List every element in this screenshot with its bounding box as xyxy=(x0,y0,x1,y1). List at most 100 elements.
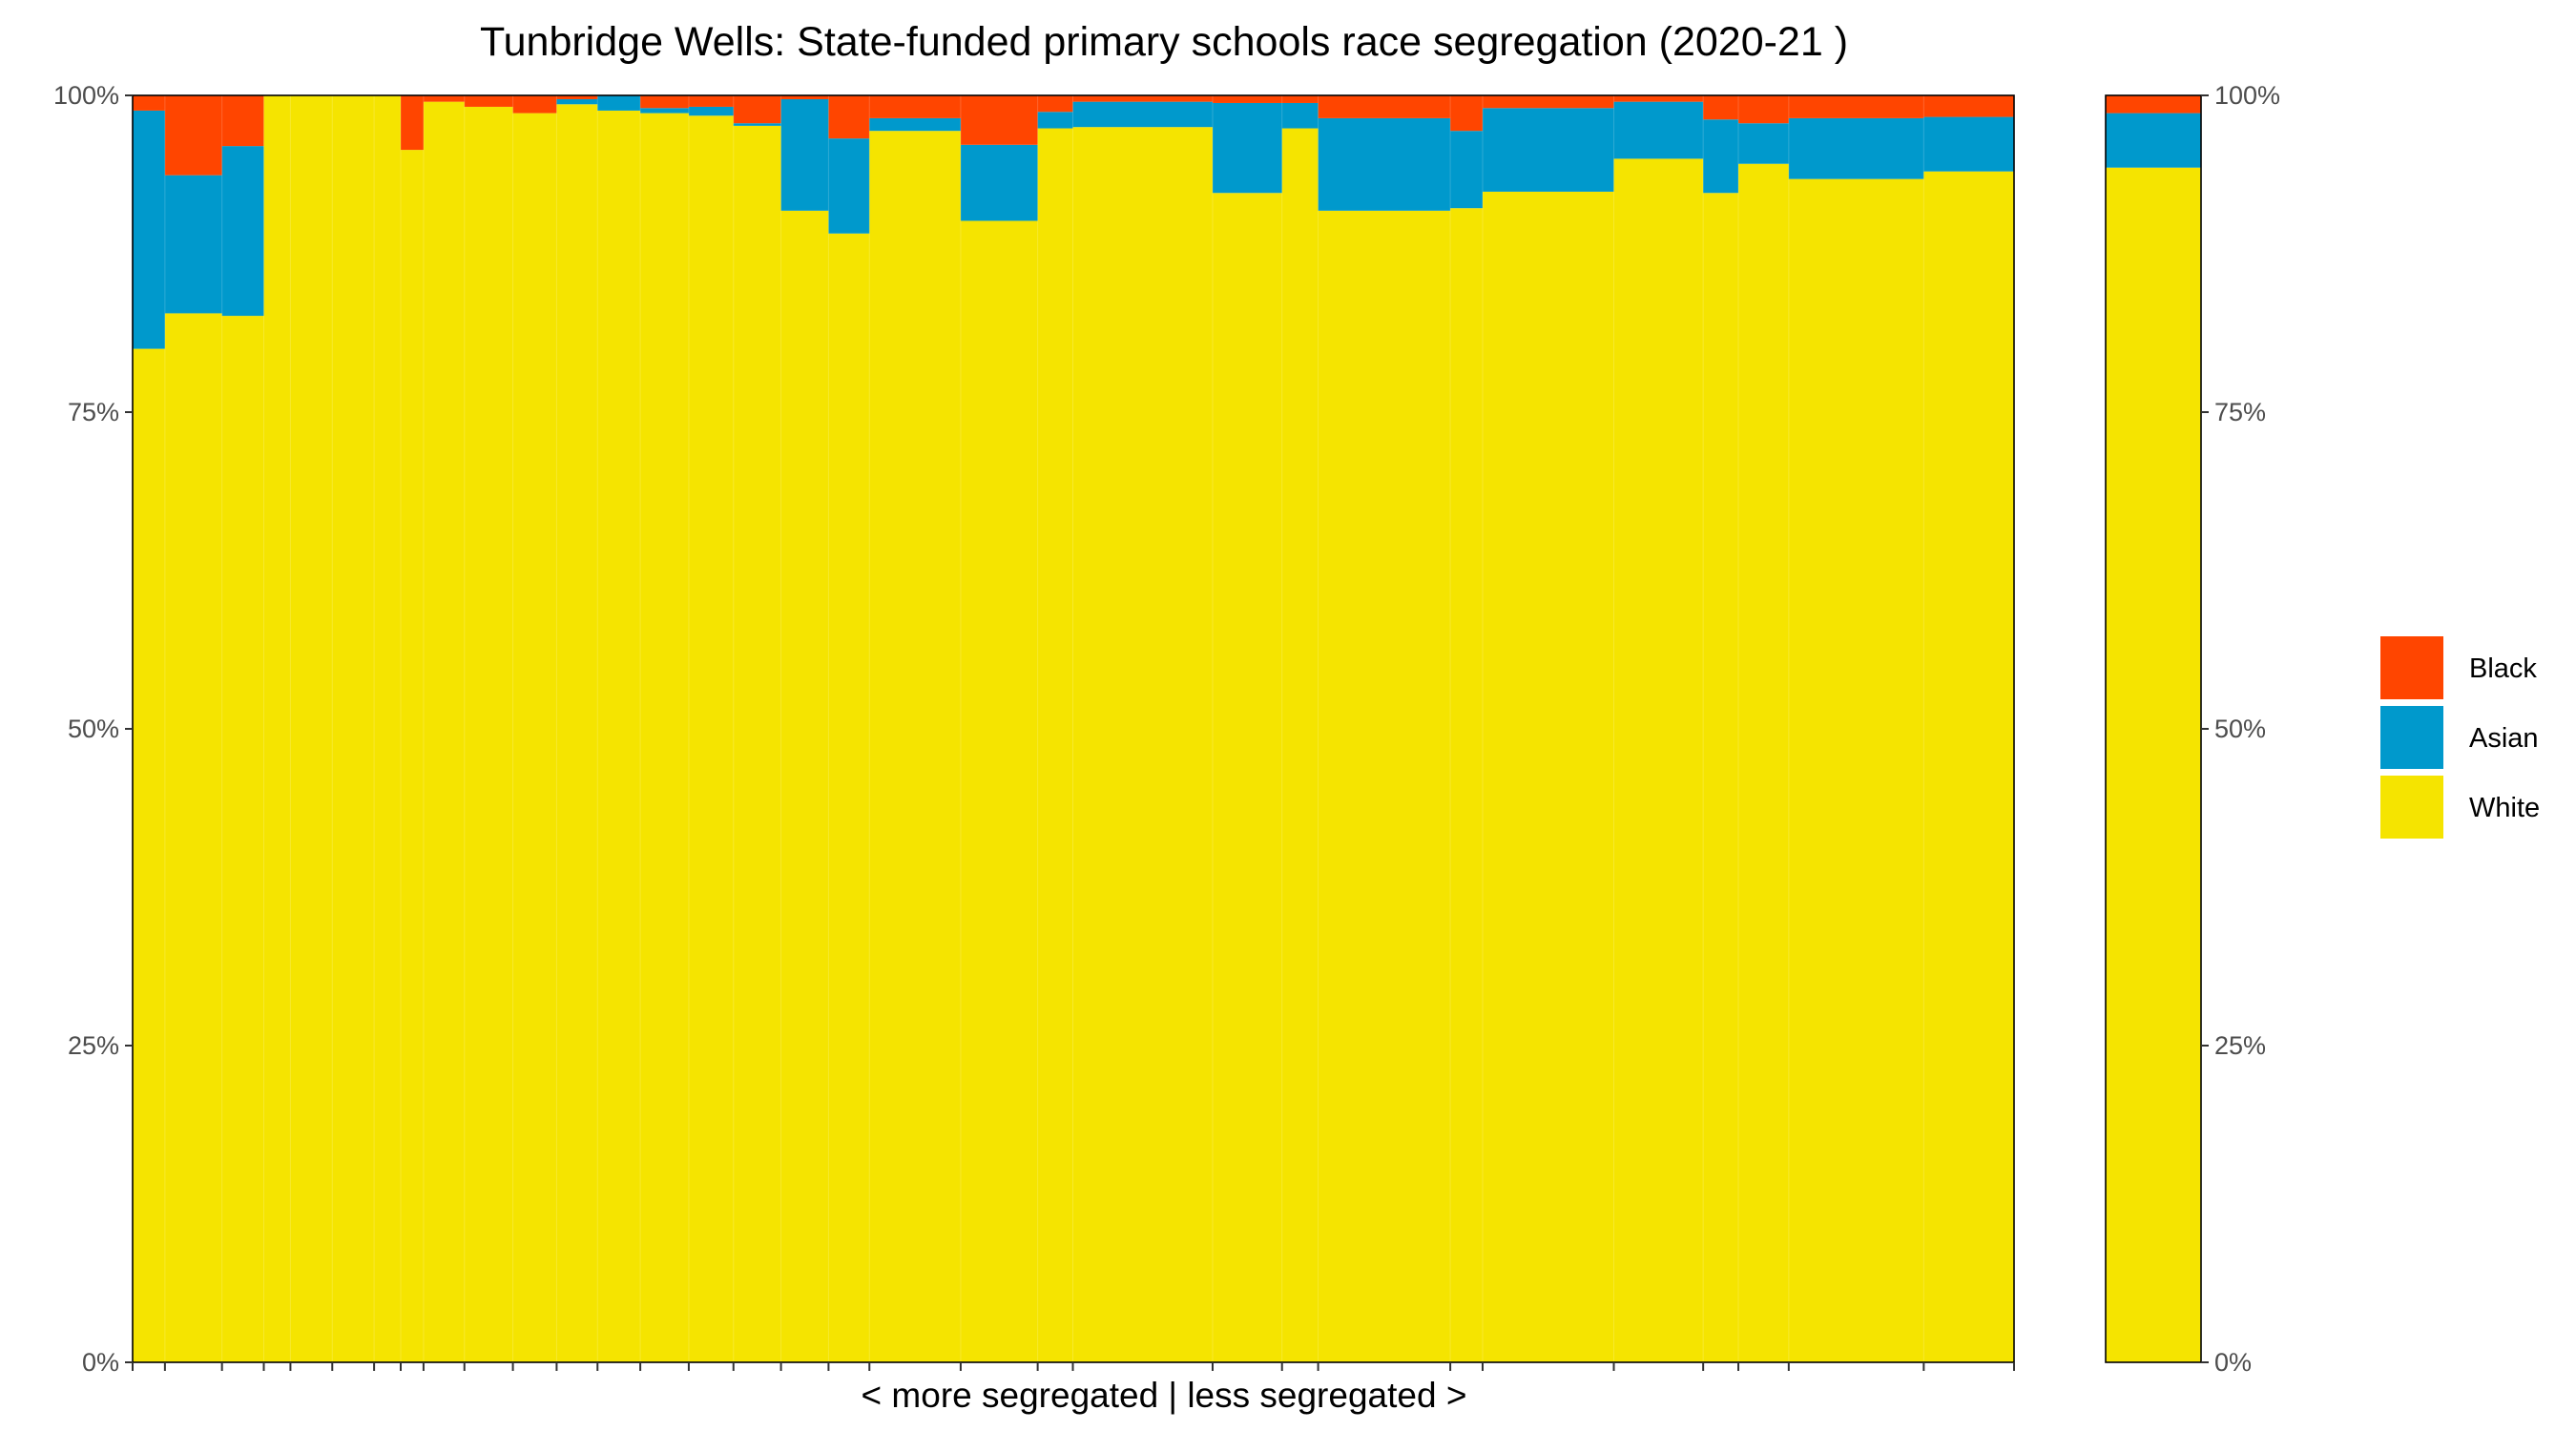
bar-segment-white-school-29 xyxy=(1703,193,1739,1363)
legend-key-white xyxy=(2380,776,2443,839)
bar-segment-black-school-23 xyxy=(1212,95,1283,103)
bar-segment-black-school-8 xyxy=(401,95,425,151)
bar-segment-black-school-14 xyxy=(640,95,690,109)
bar-segment-white-school-28 xyxy=(1613,158,1704,1362)
y-axis-left: 0% 25% 50% 75% 100% xyxy=(53,81,133,1377)
bar-segment-black-school-22 xyxy=(1072,95,1214,102)
bar-segment-black-school-16 xyxy=(733,95,781,124)
bar-segment-white-school-4 xyxy=(263,95,291,1362)
legend-label-white: White xyxy=(2469,793,2540,823)
bar-segment-white-school-11 xyxy=(512,113,557,1362)
bar-segment-asian-school-21 xyxy=(1037,112,1073,129)
bar-segment-asian-school-14 xyxy=(640,108,690,114)
bar-segment-black-school-3 xyxy=(221,95,264,147)
y-tick-label-right: 0% xyxy=(2214,1348,2252,1377)
bar-segment-white-school-21 xyxy=(1037,128,1073,1363)
total-bar xyxy=(2106,95,2201,1362)
bar-segment-asian-school-25 xyxy=(1318,117,1451,211)
y-tick-label-left: 75% xyxy=(68,398,119,426)
bar-segment-asian-school-3 xyxy=(221,146,264,317)
bar-segment-white-school-17 xyxy=(780,210,829,1362)
y-tick-label-right: 25% xyxy=(2214,1031,2266,1060)
bar-segment-white-school-24 xyxy=(1281,128,1319,1363)
bar-segment-white-school-19 xyxy=(869,131,962,1363)
bar-segment-asian-school-22 xyxy=(1072,101,1214,128)
legend-label-asian: Asian xyxy=(2469,723,2539,754)
bar-segment-black-school-17 xyxy=(780,95,829,99)
bar-segment-asian-school-30 xyxy=(1738,123,1790,164)
bar-segment-asian-school-27 xyxy=(1482,108,1614,192)
bar-segment-black-school-24 xyxy=(1281,95,1319,103)
bar-segment-black-school-15 xyxy=(688,95,735,107)
bar-segment-black-school-9 xyxy=(423,95,466,102)
y-axis-right: 0% 25% 50% 75% 100% xyxy=(2201,81,2280,1377)
y-tick-label-left: 50% xyxy=(68,715,119,743)
x-axis-label: < more segregated | less segregated > xyxy=(862,1376,1467,1415)
bar-segment-black-school-10 xyxy=(464,95,513,107)
bar-segment-white-school-14 xyxy=(640,113,690,1362)
bar-segment-white-school-3 xyxy=(221,316,264,1362)
bar-segment-white-school-8 xyxy=(401,150,425,1362)
bar-segment-asian-school-32 xyxy=(1923,116,2015,172)
x-axis-ticks xyxy=(132,1362,2015,1371)
bar-segment-asian-school-19 xyxy=(869,117,962,132)
bar-segment-white-school-1 xyxy=(133,348,166,1363)
bar-segment-black-school-28 xyxy=(1613,95,1704,102)
bar-segment-white-school-20 xyxy=(960,220,1039,1362)
bar-segment-asian-school-13 xyxy=(597,95,641,111)
bar-segment-white-school-30 xyxy=(1738,163,1790,1362)
total-segment-white xyxy=(2106,167,2201,1362)
school-bars xyxy=(133,95,2015,1363)
bar-segment-black-school-11 xyxy=(512,95,557,114)
bar-segment-asian-school-18 xyxy=(828,138,870,234)
bar-segment-black-school-1 xyxy=(133,95,166,111)
bar-segment-white-school-26 xyxy=(1450,208,1484,1362)
legend-key-asian xyxy=(2380,706,2443,769)
bar-segment-asian-school-2 xyxy=(164,175,223,314)
bar-segment-asian-school-20 xyxy=(960,144,1039,221)
bar-segment-black-school-30 xyxy=(1738,95,1790,124)
bar-segment-white-school-7 xyxy=(374,95,402,1362)
bar-segment-black-school-31 xyxy=(1788,95,1924,118)
bar-segment-asian-school-15 xyxy=(688,106,735,116)
bar-segment-black-school-20 xyxy=(960,95,1039,145)
bar-segment-white-school-18 xyxy=(828,233,870,1363)
bar-segment-asian-school-1 xyxy=(133,110,166,349)
bar-segment-black-school-29 xyxy=(1703,95,1739,120)
bar-segment-white-school-6 xyxy=(332,95,375,1362)
bar-segment-black-school-21 xyxy=(1037,95,1073,113)
bar-segment-asian-school-26 xyxy=(1450,131,1484,209)
bar-segment-white-school-31 xyxy=(1788,178,1924,1363)
bar-segment-white-school-15 xyxy=(688,115,735,1362)
legend-label-black: Black xyxy=(2469,653,2537,684)
bar-segment-asian-school-31 xyxy=(1788,117,1924,179)
bar-segment-asian-school-24 xyxy=(1281,102,1319,129)
y-tick-label-left: 25% xyxy=(68,1031,119,1060)
bar-segment-asian-school-29 xyxy=(1703,119,1739,194)
y-tick-label-left: 100% xyxy=(53,81,119,110)
bar-segment-black-school-12 xyxy=(556,95,598,99)
bar-segment-white-school-5 xyxy=(290,95,333,1362)
bar-segment-white-school-25 xyxy=(1318,210,1451,1362)
bar-segment-black-school-32 xyxy=(1923,95,2015,117)
y-tick-label-right: 75% xyxy=(2214,398,2266,426)
bar-segment-black-school-25 xyxy=(1318,95,1451,118)
bar-segment-black-school-2 xyxy=(164,95,223,176)
legend: Black Asian White xyxy=(2380,636,2540,839)
bar-segment-asian-school-12 xyxy=(556,98,598,105)
bar-segment-white-school-32 xyxy=(1923,171,2015,1363)
bar-segment-asian-school-23 xyxy=(1212,102,1283,194)
bar-segment-black-school-19 xyxy=(869,95,962,118)
chart-title: Tunbridge Wells: State-funded primary sc… xyxy=(480,19,1848,65)
bar-segment-asian-school-17 xyxy=(780,98,829,211)
bar-segment-white-school-27 xyxy=(1482,191,1614,1363)
bar-segment-white-school-13 xyxy=(597,110,641,1362)
bar-segment-white-school-2 xyxy=(164,313,223,1362)
legend-key-black xyxy=(2380,636,2443,699)
y-tick-label-right: 50% xyxy=(2214,715,2266,743)
total-segment-black xyxy=(2106,95,2201,114)
bar-segment-asian-school-28 xyxy=(1613,101,1704,159)
bar-segment-white-school-22 xyxy=(1072,127,1214,1363)
bar-segment-white-school-9 xyxy=(423,101,466,1362)
